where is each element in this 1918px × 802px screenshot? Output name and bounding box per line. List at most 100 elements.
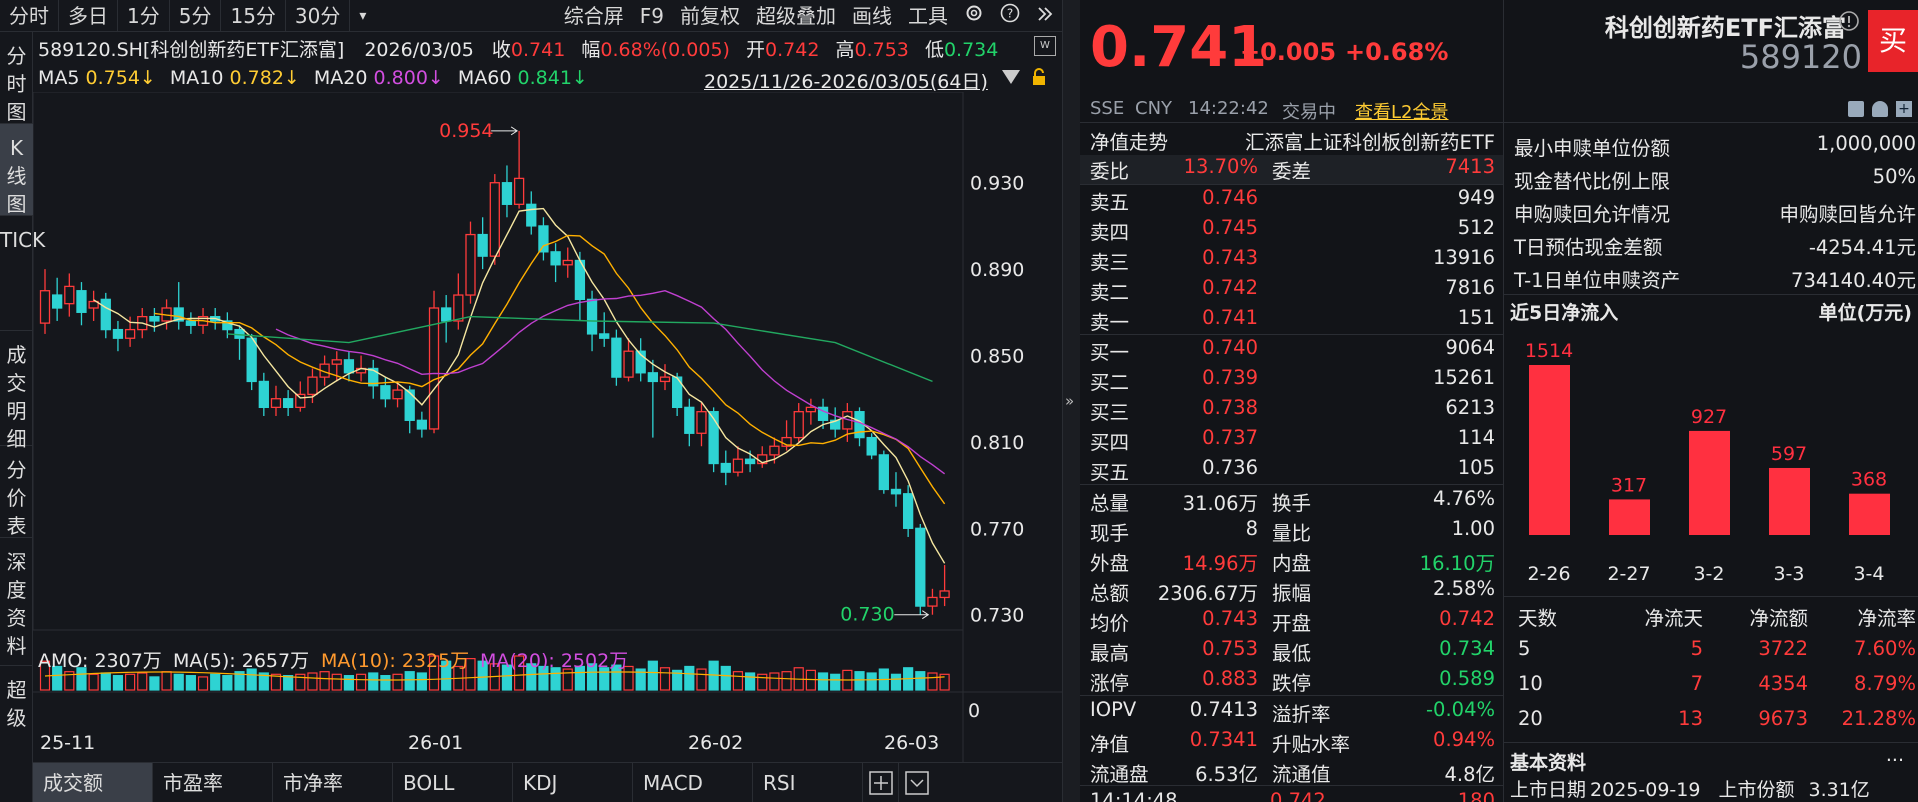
tab-5min[interactable]: 5分: [170, 0, 222, 32]
tab-kdj[interactable]: KDJ: [513, 763, 633, 802]
asks-row[interactable]: 卖一 0.741 151: [1080, 306, 1503, 335]
candle-body: [222, 320, 233, 331]
double-chevron-right-icon[interactable]: [1028, 0, 1062, 32]
flow-table-cell: 7.60%: [1854, 637, 1916, 660]
flow-table-cell: 21.28%: [1841, 707, 1916, 730]
vtab-trade-detail[interactable]: 成交明细: [0, 331, 33, 451]
tab-pe[interactable]: 市盈率: [153, 763, 273, 802]
forward-adjust-button[interactable]: 前复权: [680, 3, 740, 28]
composite-screen-button[interactable]: 综合屏: [563, 3, 624, 28]
stats2-cell: 流通盘: [1090, 763, 1149, 786]
asks-row[interactable]: 卖二 0.742 7816: [1080, 276, 1503, 305]
tab-rsi[interactable]: RSI: [753, 763, 863, 802]
kline-chart[interactable]: 0.930 0.890 0.850 0.810 0.770 0.730 0.954 0.730: [33, 92, 1062, 762]
panel-collapse-handle[interactable]: »: [1062, 0, 1080, 802]
flow-table-cell: 4354: [1758, 672, 1808, 695]
weibi-value: 13.70%: [1183, 155, 1258, 178]
edit-icon[interactable]: [1848, 101, 1864, 117]
period-more-dropdown[interactable]: ▾: [359, 7, 367, 24]
volume-bar: [538, 665, 549, 691]
candle-body: [902, 493, 914, 529]
fund-full-name: 汇添富上证科创板创新药ETF: [1245, 131, 1495, 154]
more-icon[interactable]: ...: [1885, 744, 1904, 766]
lock-icon[interactable]: [1030, 68, 1048, 86]
volume-bar: [210, 673, 221, 691]
f9-button[interactable]: F9: [639, 3, 664, 28]
tab-multiday[interactable]: 多日: [59, 0, 118, 32]
tab-intraday[interactable]: 分时: [0, 0, 59, 32]
volume-bar: [854, 671, 865, 691]
flow-day-label: 2-27: [1607, 563, 1650, 585]
volume-bar: [416, 672, 427, 691]
stats-row: 现手 8 量比 1.00: [1080, 517, 1503, 546]
vtab-depth-data[interactable]: 深度资料: [0, 538, 33, 666]
tab-boll[interactable]: BOLL: [393, 763, 513, 802]
stats-cell: 16.10万: [1419, 552, 1495, 575]
currency: CNY: [1135, 98, 1173, 119]
volume-bar: [574, 665, 586, 691]
tab-1min[interactable]: 1分: [118, 0, 170, 32]
buy-button[interactable]: 买: [1868, 10, 1918, 72]
volume-bar: [173, 673, 184, 691]
bids-row[interactable]: 买四 0.737 114: [1080, 426, 1503, 455]
help-icon[interactable]: ?: [992, 0, 1028, 32]
flow-table-cell: 净流率: [1857, 607, 1916, 630]
stats-row: 最高 0.753 最低 0.734: [1080, 637, 1503, 666]
vtab-kline[interactable]: K线图: [0, 124, 33, 216]
tab-pb[interactable]: 市净率: [273, 763, 393, 802]
etf-info-row: T-1日单位申赎资产 734140.40元: [1504, 264, 1918, 293]
bell-icon[interactable]: [1872, 101, 1888, 117]
asks-row[interactable]: 卖三 0.743 13916: [1080, 246, 1503, 275]
bids-row[interactable]: 买五 0.736 105: [1080, 456, 1503, 485]
chevron-down-icon[interactable]: [899, 763, 935, 802]
tab-amount[interactable]: 成交额: [33, 763, 153, 802]
high-label: 高: [835, 39, 855, 61]
stats2-cell: 0.7341: [1189, 728, 1258, 751]
bids-row[interactable]: 买一 0.740 9064: [1080, 336, 1503, 365]
vtab-intraday[interactable]: 分时图: [0, 32, 33, 124]
etf-info-row: 申购赎回允许情况 申购赎回皆允许: [1504, 198, 1918, 227]
volume-bar: [100, 672, 111, 691]
nav-row[interactable]: 净值走势 汇添富上证科创板创新药ETF: [1080, 126, 1503, 155]
volume-bar: [599, 667, 610, 691]
weicha-label: 委差: [1272, 160, 1312, 183]
volume-bar: [732, 671, 744, 691]
l2-link[interactable]: 查看L2全景: [1355, 102, 1449, 123]
vtab-tick[interactable]: TICK: [0, 216, 45, 331]
candle-body: [805, 406, 817, 413]
asks-row[interactable]: 卖五 0.746 949: [1080, 186, 1503, 215]
tab-15min[interactable]: 15分: [221, 0, 286, 32]
vtab-price-table[interactable]: 分价表: [0, 446, 33, 538]
vtab-super[interactable]: 超级: [6, 678, 27, 730]
y-tick-label: 0.730: [970, 605, 1024, 627]
stats-cell: 31.06万: [1182, 492, 1258, 515]
tools-button[interactable]: 工具: [908, 3, 948, 28]
price-change: +0.005: [1240, 38, 1337, 66]
volume-bar: [744, 672, 756, 691]
bids-row[interactable]: 买三 0.738 6213: [1080, 396, 1503, 425]
draw-line-button[interactable]: 画线: [852, 3, 892, 28]
add-indicator-icon[interactable]: [863, 763, 899, 802]
y-tick-label: 0.770: [970, 518, 1024, 540]
candle-body: [246, 337, 257, 383]
super-overlay-button[interactable]: 超级叠加: [756, 3, 836, 28]
range-dropdown-icon[interactable]: [1002, 70, 1020, 84]
candle-body: [793, 411, 804, 439]
candle-body: [708, 411, 719, 465]
info-icon[interactable]: [1838, 10, 1860, 37]
bids-row[interactable]: 买二 0.739 15261: [1080, 366, 1503, 395]
candle-body: [513, 177, 525, 205]
asks-row[interactable]: 卖四 0.745 512: [1080, 216, 1503, 245]
chevron-right-icon[interactable]: »: [1065, 392, 1075, 410]
tab-macd[interactable]: MACD: [633, 763, 753, 802]
change-value: 0.68%(0.005): [600, 39, 730, 61]
gear-icon[interactable]: [956, 0, 992, 32]
tab-30min[interactable]: 30分: [286, 0, 351, 32]
candle-body: [696, 411, 707, 434]
xlabel-3: 26-02: [688, 732, 744, 754]
flow-table-header: 天数 净流天 净流额 净流率: [1504, 602, 1918, 631]
weight-icon[interactable]: W: [1034, 36, 1056, 56]
date-range[interactable]: 2025/11/26-2026/03/05(64日): [704, 71, 988, 93]
plus-icon[interactable]: +: [1896, 101, 1912, 117]
stats-cell: 4.76%: [1433, 487, 1495, 510]
